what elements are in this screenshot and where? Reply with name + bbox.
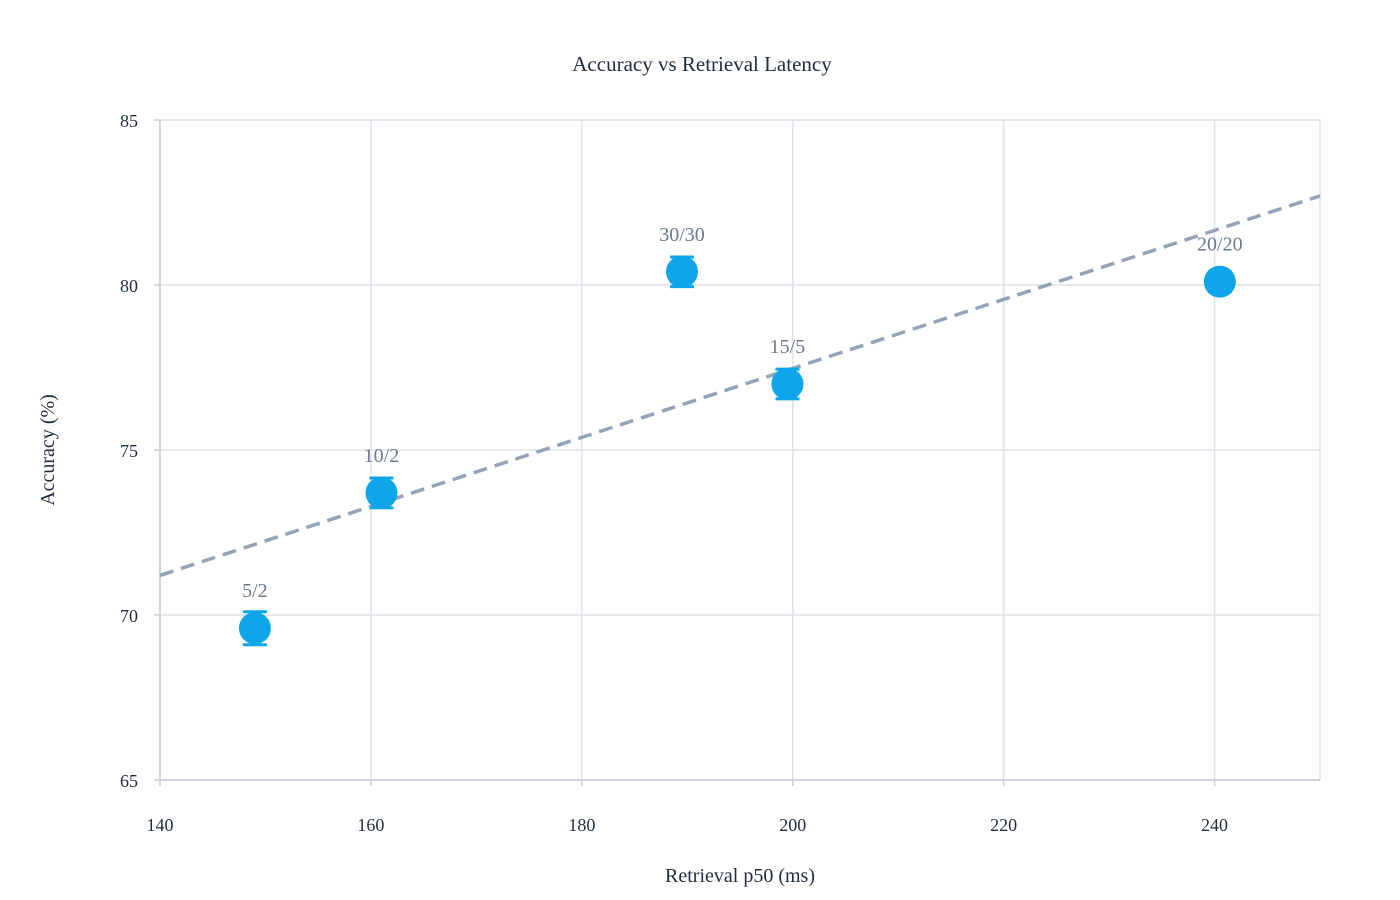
data-point-group: 15/5 xyxy=(770,336,806,401)
trendline-layer xyxy=(159,194,1321,578)
data-point-group: 30/30 xyxy=(659,224,705,289)
data-point-label: 5/2 xyxy=(242,580,268,602)
data-point-label: 10/2 xyxy=(364,445,400,467)
data-point-label: 15/5 xyxy=(770,336,806,358)
data-point-group: 10/2 xyxy=(364,445,400,510)
x-axis-label: Retrieval p50 (ms) xyxy=(665,865,815,887)
data-point xyxy=(365,476,398,509)
data-point-label: 20/20 xyxy=(1197,234,1243,256)
x-tick-label: 160 xyxy=(357,815,384,835)
data-point-group: 20/20 xyxy=(1197,234,1243,298)
y-tick-label: 65 xyxy=(120,771,138,791)
x-tick-label: 240 xyxy=(1201,815,1228,835)
y-tick-label: 75 xyxy=(120,441,138,461)
x-tick-label: 140 xyxy=(147,815,174,835)
x-tick-label: 220 xyxy=(990,815,1017,835)
data-point-label: 30/30 xyxy=(659,224,705,246)
y-axis-label: Accuracy (%) xyxy=(37,394,59,506)
y-tick-label: 70 xyxy=(120,606,138,626)
data-point xyxy=(238,612,271,645)
chart-title: Accuracy vs Retrieval Latency xyxy=(572,52,832,76)
y-tick-label: 80 xyxy=(120,276,138,296)
x-tick-label: 180 xyxy=(568,815,595,835)
trend-line xyxy=(159,194,1321,578)
points-layer: 5/2 10/2 30/30 15/5 20/20 xyxy=(238,224,1243,647)
data-point-group: 5/2 xyxy=(238,580,271,647)
data-point xyxy=(1203,265,1236,298)
tick-layer: 140 160 180 200 220 240 65 70 75 80 85 xyxy=(120,111,1228,835)
data-point xyxy=(666,255,698,288)
x-tick-label: 200 xyxy=(779,815,806,835)
y-tick-label: 85 xyxy=(120,111,138,131)
data-point xyxy=(771,368,804,400)
grid-layer xyxy=(160,119,1320,780)
